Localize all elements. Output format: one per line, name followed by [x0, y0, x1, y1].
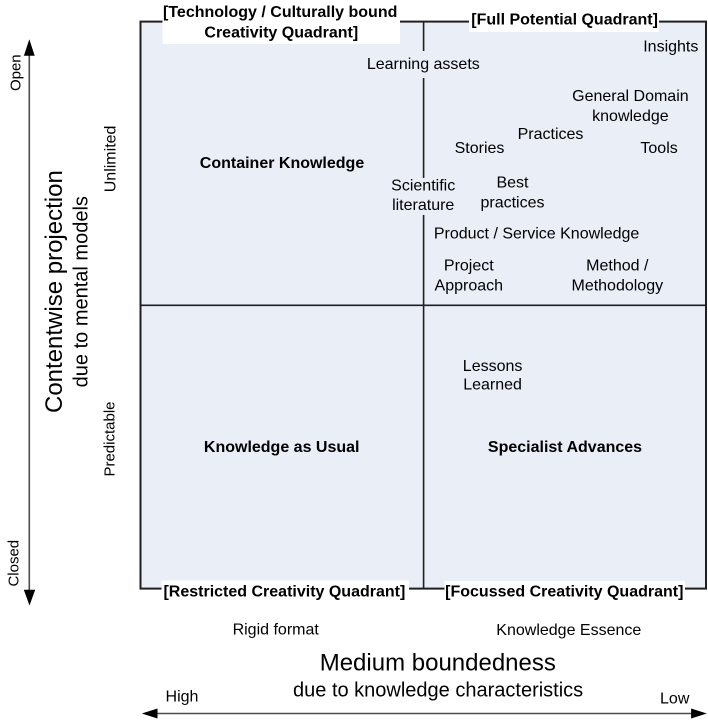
svg-text:Lessons: Lessons [463, 358, 523, 375]
svg-text:due to mental models: due to mental models [71, 196, 93, 387]
svg-text:literature: literature [392, 197, 454, 214]
svg-text:Rigid format: Rigid format [233, 621, 320, 638]
svg-text:Open: Open [7, 54, 24, 91]
svg-text:High: High [166, 689, 199, 706]
svg-text:Product / Service Knowledge: Product / Service Knowledge [434, 225, 640, 242]
svg-text:Practices: Practices [518, 126, 584, 143]
svg-text:Project: Project [444, 258, 494, 275]
svg-text:practices: practices [480, 194, 544, 211]
svg-text:General Domain: General Domain [572, 88, 689, 105]
svg-text:Best: Best [496, 174, 529, 191]
svg-text:Knowledge Essence: Knowledge Essence [496, 622, 641, 639]
svg-text:due to knowledge characteristi: due to knowledge characteristics [293, 679, 583, 701]
svg-text:Specialist Advances: Specialist Advances [488, 439, 642, 456]
svg-text:Predictable: Predictable [101, 401, 118, 476]
svg-text:Scientific: Scientific [391, 177, 455, 194]
svg-text:Creativity Quadrant]: Creativity Quadrant] [204, 25, 358, 42]
svg-text:[Technology / Culturally bound: [Technology / Culturally bound [163, 4, 397, 21]
svg-text:Closed: Closed [5, 540, 22, 587]
svg-text:Container Knowledge: Container Knowledge [200, 155, 365, 172]
svg-text:Stories: Stories [455, 140, 505, 157]
svg-text:Medium boundedness: Medium boundedness [320, 650, 556, 677]
svg-text:[Restricted Creativity Quadran: [Restricted Creativity Quadrant] [163, 584, 405, 601]
svg-text:Unlimited: Unlimited [102, 126, 119, 193]
svg-text:Methodology: Methodology [571, 278, 663, 295]
svg-text:[Focussed Creativity Quadrant]: [Focussed Creativity Quadrant] [445, 584, 683, 601]
svg-text:Tools: Tools [640, 140, 677, 157]
svg-text:knowledge: knowledge [592, 108, 669, 125]
svg-text:Knowledge as Usual: Knowledge as Usual [204, 439, 360, 456]
svg-text:[Full Potential Quadrant]: [Full Potential Quadrant] [471, 12, 658, 29]
svg-text:Method /: Method / [586, 258, 649, 275]
svg-text:Learning assets: Learning assets [367, 56, 480, 73]
svg-text:Approach: Approach [435, 278, 504, 295]
svg-text:Contentwise projection: Contentwise projection [41, 170, 68, 413]
svg-text:Learned: Learned [463, 376, 522, 393]
svg-text:Insights: Insights [643, 39, 698, 56]
svg-text:Low: Low [660, 691, 690, 708]
